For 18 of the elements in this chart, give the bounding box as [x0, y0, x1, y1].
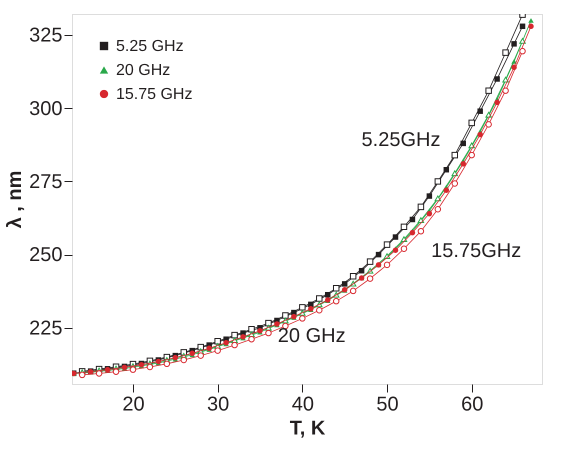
y-axis-title: λ , nm: [4, 170, 26, 228]
y-tick-label: 300: [29, 98, 62, 120]
annotation: 5.25GHz: [362, 128, 440, 151]
y-tick-label: 225: [29, 317, 62, 340]
legend-label: 5.25 GHz: [116, 38, 184, 55]
x-tick-label: 50: [376, 394, 399, 416]
annotation: 20 GHz: [278, 324, 346, 347]
y-tick-label: 325: [29, 24, 62, 47]
legend-label: 20 GHz: [116, 62, 170, 79]
annotation: 15.75GHz: [431, 240, 522, 262]
x-tick-label: 20: [122, 394, 145, 416]
x-tick-label: 40: [292, 394, 314, 416]
x-tick-label: 60: [461, 394, 484, 416]
y-tick-label: 250: [29, 244, 62, 266]
y-tick-label: 275: [29, 170, 62, 193]
x-axis-title: T, K: [290, 418, 326, 440]
x-tick-label: 30: [207, 394, 230, 416]
legend-label: 15.75 GHz: [116, 86, 192, 103]
